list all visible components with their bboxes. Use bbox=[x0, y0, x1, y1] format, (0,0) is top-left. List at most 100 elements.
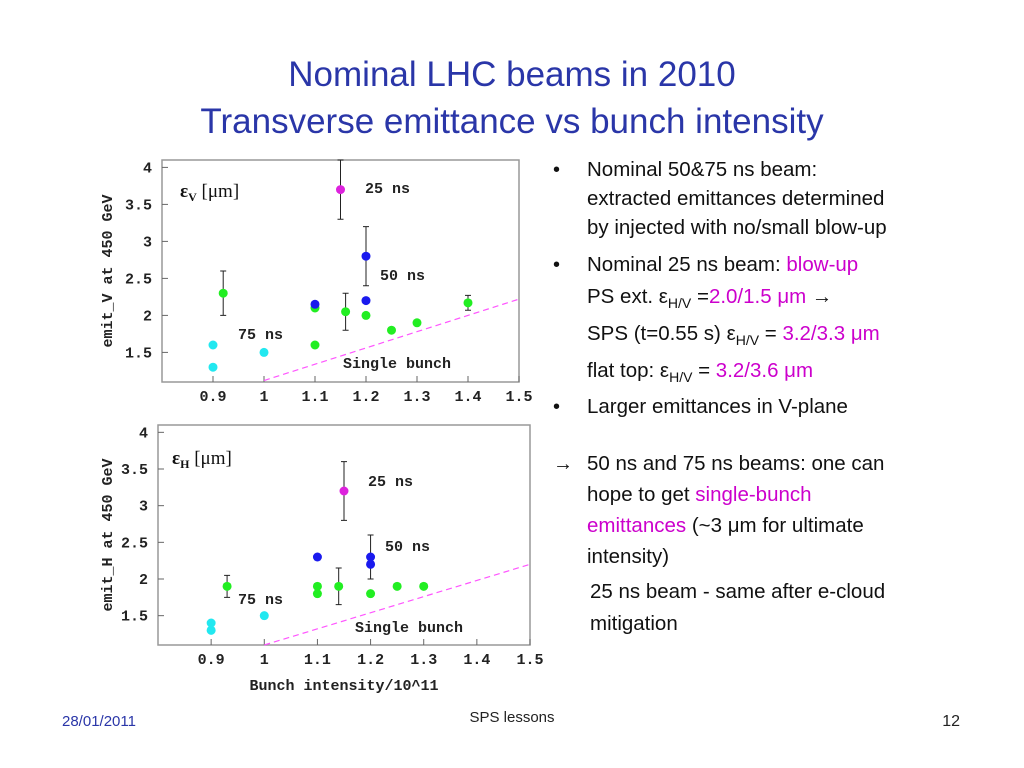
x-axis-label: Bunch intensity/10^11 bbox=[249, 678, 438, 695]
title-line: Transverse emittance vs bunch intensity bbox=[200, 102, 824, 141]
y-tick-label: 2 bbox=[139, 572, 148, 589]
bullet-marker: → bbox=[553, 453, 573, 475]
annotation: 75 ns bbox=[238, 327, 283, 344]
data-point bbox=[361, 251, 371, 261]
data-point bbox=[312, 552, 322, 562]
data-point bbox=[334, 581, 344, 591]
text-segment: 25 ns beam - same after e-cloud bbox=[590, 580, 885, 603]
x-tick-label: 1.4 bbox=[463, 652, 490, 669]
x-tick-label: 1.1 bbox=[304, 652, 331, 669]
text-segment: SPS (t=0.55 s) ε bbox=[587, 322, 736, 345]
text-line: emittances (~3 μm for ultimate bbox=[587, 514, 864, 537]
text-line: SPS (t=0.55 s) εH/V = 3.2/3.3 μm bbox=[587, 322, 880, 348]
text-line: intensity) bbox=[587, 545, 669, 568]
text-segment: 3.2/3.6 μm bbox=[716, 359, 813, 382]
x-tick-label: 1 bbox=[259, 389, 268, 406]
data-point bbox=[222, 581, 232, 591]
footer-center: SPS lessons bbox=[469, 709, 554, 726]
x-tick-label: 1.5 bbox=[516, 652, 543, 669]
data-point bbox=[366, 559, 376, 569]
y-tick-label: 2.5 bbox=[125, 271, 152, 288]
text-segment: by injected with no/small blow-up bbox=[587, 216, 887, 239]
y-tick-label: 3 bbox=[139, 499, 148, 516]
text-segment: = bbox=[691, 285, 709, 308]
y-tick-label: 4 bbox=[143, 160, 152, 177]
text-line: 50 ns and 75 ns beams: one can bbox=[587, 452, 884, 475]
y-tick-label: 3.5 bbox=[121, 462, 148, 479]
data-point bbox=[392, 581, 402, 591]
text-line: hope to get single-bunch bbox=[587, 483, 812, 506]
data-point bbox=[206, 625, 216, 635]
bullet-marker: • bbox=[553, 396, 560, 418]
x-tick-label: 1.2 bbox=[357, 652, 384, 669]
text-segment: extracted emittances determined bbox=[587, 187, 884, 210]
x-tick-label: 1.5 bbox=[505, 389, 532, 406]
panel-unit: [μm] bbox=[194, 448, 232, 469]
y-tick-label: 4 bbox=[139, 425, 148, 442]
data-point bbox=[259, 611, 269, 621]
data-point bbox=[259, 347, 269, 357]
text-line: extracted emittances determined bbox=[587, 187, 884, 210]
y-tick-label: 2.5 bbox=[121, 535, 148, 552]
panel-label: εV [μm] bbox=[180, 181, 239, 204]
y-axis-label: emit_V at 450 GeV bbox=[100, 194, 117, 347]
title-line: Nominal LHC beams in 2010 bbox=[288, 55, 735, 94]
annotation: 50 ns bbox=[380, 268, 425, 285]
plot-frame bbox=[157, 424, 531, 646]
text-segment: intensity) bbox=[587, 545, 669, 568]
x-tick-label: 1.2 bbox=[352, 389, 379, 406]
text-segment: flat top: ε bbox=[587, 359, 669, 382]
x-tick-label: 1.3 bbox=[410, 652, 437, 669]
footer-page: 12 bbox=[942, 713, 960, 730]
reference-line bbox=[264, 563, 531, 646]
text-segment: PS ext. ε bbox=[587, 285, 668, 308]
panel-sub: V bbox=[188, 190, 197, 204]
text-segment: 3.2/3.3 μm bbox=[782, 322, 879, 345]
data-point bbox=[310, 299, 320, 309]
annotation: Single bunch bbox=[343, 356, 451, 373]
data-point bbox=[341, 307, 351, 317]
panel-sub: H bbox=[180, 457, 190, 471]
panel-symbol: ε bbox=[180, 181, 188, 202]
text-segment: = bbox=[759, 322, 782, 345]
text-line: Nominal 25 ns beam: blow-up bbox=[587, 253, 858, 276]
reference-line bbox=[263, 298, 520, 382]
subscript: H/V bbox=[736, 332, 760, 348]
bullet-marker: • bbox=[553, 254, 560, 276]
data-point bbox=[366, 589, 376, 599]
text-segment: emittances bbox=[587, 514, 686, 537]
y-tick-label: 3.5 bbox=[125, 197, 152, 214]
data-point bbox=[312, 589, 322, 599]
subscript: H/V bbox=[669, 369, 693, 385]
data-point bbox=[206, 618, 216, 628]
x-tick-label: 1 bbox=[260, 652, 269, 669]
y-tick-label: 1.5 bbox=[125, 345, 152, 362]
data-point bbox=[208, 340, 218, 350]
data-point bbox=[366, 552, 376, 562]
text-segment: single-bunch bbox=[695, 483, 811, 506]
text-line: 25 ns beam - same after e-cloud bbox=[590, 580, 885, 603]
annotation: 25 ns bbox=[368, 474, 413, 491]
text-segment: Nominal 25 ns beam: bbox=[587, 253, 786, 276]
subscript: H/V bbox=[668, 295, 692, 311]
x-tick-label: 0.9 bbox=[199, 389, 226, 406]
text-line: PS ext. εH/V =2.0/1.5 μm → bbox=[587, 285, 832, 311]
data-point bbox=[419, 581, 429, 591]
text-line: mitigation bbox=[590, 612, 678, 635]
y-tick-label: 3 bbox=[143, 234, 152, 251]
y-axis-label: emit_H at 450 GeV bbox=[100, 458, 117, 611]
x-tick-label: 1.4 bbox=[454, 389, 481, 406]
y-tick-label: 1.5 bbox=[121, 609, 148, 626]
x-tick-label: 0.9 bbox=[198, 652, 225, 669]
text-segment: 50 ns and 75 ns beams: one can bbox=[587, 452, 884, 475]
data-point bbox=[361, 296, 371, 306]
x-tick-label: 1.1 bbox=[301, 389, 328, 406]
data-point bbox=[218, 288, 228, 298]
x-tick-label: 1.3 bbox=[403, 389, 430, 406]
data-point bbox=[463, 298, 473, 308]
panel-symbol: ε bbox=[172, 448, 180, 469]
data-point bbox=[339, 486, 349, 496]
text-line: Nominal 50&75 ns beam: bbox=[587, 158, 817, 181]
text-segment: mitigation bbox=[590, 612, 678, 635]
